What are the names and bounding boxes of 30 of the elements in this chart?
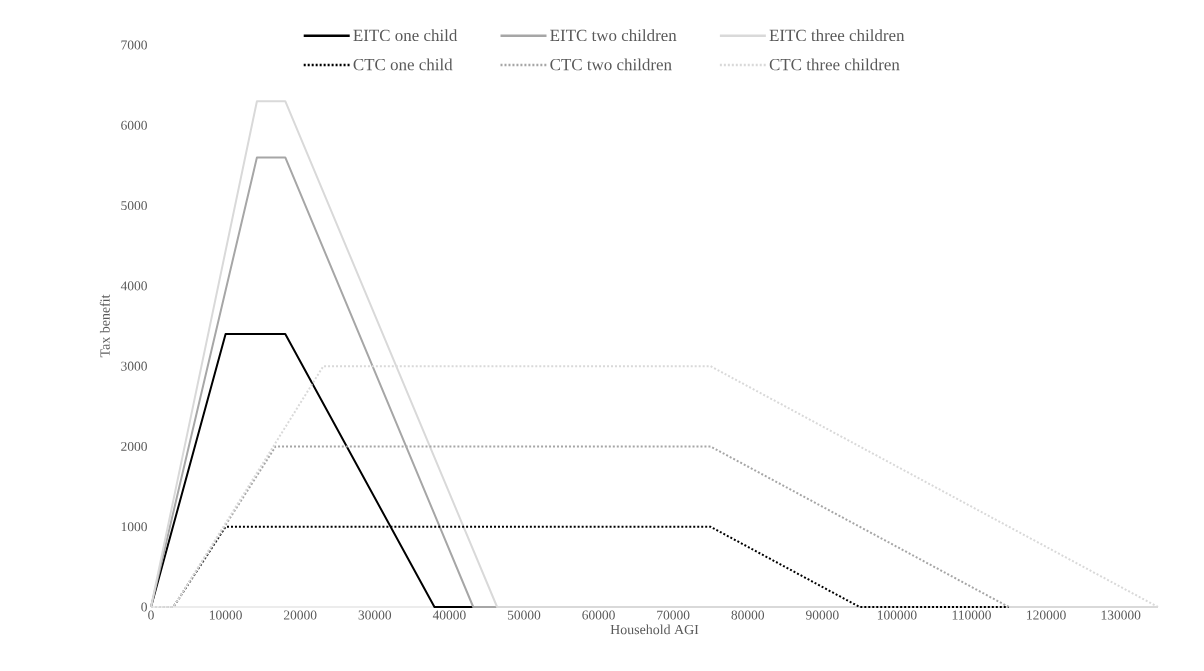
x-tick-label: 20000 xyxy=(283,610,317,620)
legend-label: EITC two children xyxy=(550,29,677,42)
y-tick-label: 6000 xyxy=(121,120,147,130)
legend-label: CTC three children xyxy=(769,58,900,71)
y-tick-label: 4000 xyxy=(120,281,147,291)
legend-label: CTC two children xyxy=(550,58,672,71)
y-tick-label: 0 xyxy=(141,602,147,612)
x-tick-label: 0 xyxy=(148,610,154,620)
x-tick-label: 120000 xyxy=(1027,610,1066,620)
y-tick-label: 3000 xyxy=(121,361,147,371)
x-tick-label: 130000 xyxy=(1101,610,1141,620)
x-tick-label: 90000 xyxy=(805,610,839,620)
x-tick-label: 110000 xyxy=(952,610,991,620)
legend-label: EITC one child xyxy=(353,29,458,42)
x-tick-label: 70000 xyxy=(657,610,690,620)
x-tick-label: 100000 xyxy=(877,610,917,620)
y-axis-title: Tax benefit xyxy=(99,294,110,358)
x-tick-label: 80000 xyxy=(731,610,765,620)
y-tick-label: 2000 xyxy=(121,441,147,451)
x-tick-label: 10000 xyxy=(209,610,242,620)
legend-label: CTC one child xyxy=(353,58,453,71)
y-tick-label: 7000 xyxy=(121,40,147,50)
x-tick-label: 40000 xyxy=(432,610,466,620)
x-tick-label: 30000 xyxy=(358,610,392,620)
x-axis-title: Household AGI xyxy=(610,624,699,635)
x-tick-label: 60000 xyxy=(582,610,615,620)
y-tick-label: 5000 xyxy=(121,201,147,211)
y-tick-label: 1000 xyxy=(121,522,147,532)
legend-label: EITC three children xyxy=(769,29,905,42)
x-tick-label: 50000 xyxy=(507,610,541,620)
